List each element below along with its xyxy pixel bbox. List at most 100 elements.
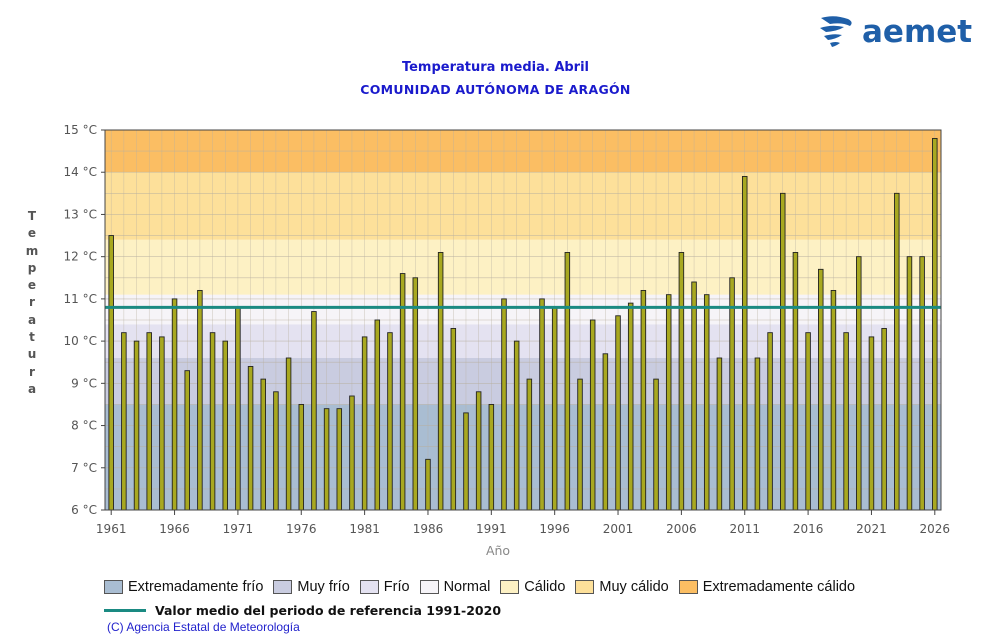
legend-item: Extremadamente cálido: [678, 579, 856, 595]
chart-subtitle: COMUNIDAD AUTÓNOMA DE ARAGÓN: [360, 82, 631, 97]
y-tick-label: 9 °C: [71, 376, 97, 390]
x-tick-label: 1966: [159, 522, 190, 536]
bar-2022: [881, 327, 887, 511]
legend-label: Extremadamente cálido: [702, 579, 856, 595]
x-tick-label: 1981: [349, 522, 380, 536]
bar-1964: [146, 332, 152, 511]
bar-2012: [754, 357, 761, 511]
legend-item: Muy cálido: [575, 579, 669, 595]
legend: Extremadamente frío Muy frío Frío Normal Cál…: [104, 579, 865, 595]
band-5: [105, 172, 941, 240]
x-tick-label: 2026: [920, 522, 951, 536]
legend-swatch: [359, 580, 379, 594]
y-tick-label: 12 °C: [64, 250, 97, 264]
bar-1966: [171, 298, 178, 511]
bar-1971: [235, 306, 241, 511]
bar-1993: [513, 340, 520, 511]
bar-2026: [932, 137, 938, 511]
bar-1982: [374, 319, 381, 511]
legend-label: Cálido: [524, 579, 566, 595]
y-axis-label-letter: t: [29, 330, 35, 345]
bar-2000: [602, 353, 609, 511]
y-tick-label: 10 °C: [64, 334, 97, 348]
bar-1972: [247, 365, 254, 511]
bar-1984: [399, 273, 406, 511]
legend-item: Muy frío: [273, 579, 350, 595]
bar-1976: [298, 403, 305, 511]
x-tick-label: 1976: [286, 522, 317, 536]
bar-1965: [159, 336, 165, 511]
bar-1991: [488, 403, 495, 511]
y-axis-label-letter: r: [29, 295, 35, 310]
bar-1975: [285, 357, 292, 511]
y-axis-label-letter: e: [27, 226, 37, 241]
bar-2020: [856, 256, 862, 511]
band-3: [105, 294, 941, 325]
bar-1986: [425, 458, 431, 511]
y-axis-label-letter: a: [27, 312, 37, 327]
x-axis-label: Año: [486, 543, 510, 558]
x-tick-label: 1971: [223, 522, 254, 536]
y-tick-label: 13 °C: [64, 207, 97, 221]
bar-2008: [703, 294, 710, 511]
bar-2006: [678, 251, 685, 511]
legend-swatch: [273, 580, 293, 594]
y-tick-label: 8 °C: [71, 419, 97, 433]
legend-swatch: [104, 580, 123, 594]
bar-1980: [349, 395, 355, 511]
bar-2015: [792, 251, 799, 511]
legend-item: Extremadamente frío: [104, 579, 263, 595]
reference-line-swatch: [104, 609, 146, 612]
y-tick-label: 11 °C: [64, 292, 97, 306]
bar-1997: [564, 251, 571, 511]
x-tick-label: 2011: [729, 522, 760, 536]
temperature-bar-chart: 6 °C 7 °C 8 °C 9 °C 10 °C 11 °C 12 °C 13 °C 14 °…: [64, 123, 951, 558]
bar-1994: [526, 378, 533, 511]
y-tick-label: 14 °C: [64, 165, 97, 179]
x-tick-label: 1961: [96, 522, 127, 536]
bar-1983: [387, 332, 393, 511]
bar-1999: [589, 319, 596, 511]
bar-2021: [868, 336, 875, 511]
bar-2005: [665, 294, 672, 511]
bar-1968: [197, 289, 203, 511]
bar-1988: [450, 327, 457, 511]
band-4: [105, 239, 941, 295]
legend-swatch: [419, 580, 439, 594]
bar-2001: [615, 315, 621, 511]
bar-1995: [539, 298, 545, 511]
bar-1977: [311, 311, 317, 511]
reference-label: Valor medio del periodo de referencia 19…: [155, 603, 502, 618]
bar-2024: [906, 256, 913, 511]
bar-2011: [741, 175, 748, 511]
legend-item: Frío: [359, 579, 410, 595]
copyright-text: (C) Agencia Estatal de Meteorología: [107, 620, 300, 634]
legend-item: Cálido: [500, 579, 565, 595]
legend-label: Muy frío: [297, 579, 350, 595]
bar-2014: [780, 192, 786, 511]
bar-1989: [463, 412, 469, 511]
bar-2023: [894, 192, 900, 511]
bar-2019: [843, 332, 849, 511]
y-axis-label-letter: m: [25, 243, 39, 258]
bar-1962: [121, 332, 127, 511]
legend-item: Normal: [419, 579, 490, 595]
y-axis-label-letter: r: [29, 364, 35, 379]
x-tick-label: 2006: [666, 522, 697, 536]
bar-1967: [184, 370, 190, 511]
reference-legend: Valor medio del periodo de referencia 19…: [104, 603, 501, 618]
plot-frame: [104, 129, 942, 511]
bar-1992: [501, 298, 507, 511]
bar-1998: [577, 378, 583, 511]
bar-2009: [716, 357, 723, 511]
bar-1996: [551, 306, 558, 511]
bar-1969: [209, 332, 216, 511]
legend-swatch: [678, 580, 698, 594]
bar-2010: [729, 277, 735, 511]
y-axis-label-letter: p: [27, 260, 37, 275]
bar-1961: [108, 235, 114, 511]
bar-1979: [336, 408, 343, 511]
x-tick-label: 1986: [413, 522, 444, 536]
bar-2025: [919, 256, 925, 511]
y-axis-label-letter: T: [27, 209, 37, 223]
